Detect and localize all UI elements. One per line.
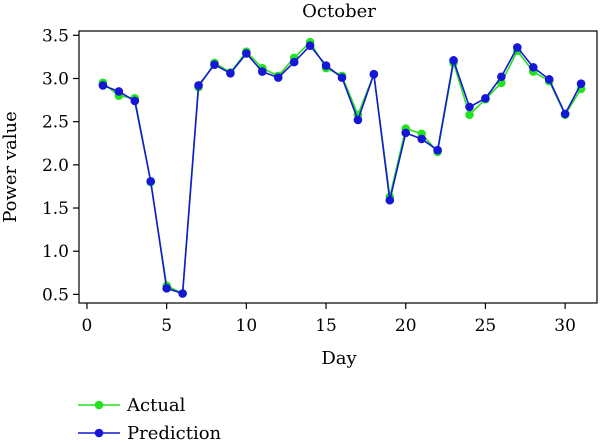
data-point-prediction	[433, 145, 442, 155]
data-point-prediction	[114, 87, 124, 96]
data-point-prediction	[385, 195, 395, 205]
series-line-prediction	[102, 44, 582, 295]
plot-area-frame	[78, 30, 598, 304]
data-point-prediction	[98, 81, 108, 90]
series-prediction	[98, 41, 586, 298]
data-point-prediction	[130, 96, 140, 106]
data-point-prediction	[162, 284, 171, 293]
y-tick-label: 1.0	[42, 242, 69, 262]
data-point-prediction	[289, 57, 299, 67]
data-point-prediction	[497, 72, 506, 82]
data-point-prediction	[146, 176, 156, 186]
data-point-prediction	[257, 67, 267, 76]
x-axis-label: Day	[321, 348, 357, 369]
legend-label: Prediction	[127, 423, 222, 442]
data-point-prediction	[401, 128, 411, 138]
x-tick-label: 20	[395, 316, 417, 336]
data-point-prediction	[560, 109, 570, 119]
data-point-prediction	[576, 79, 586, 88]
y-tick-label: 2.0	[42, 156, 69, 176]
y-tick-label: 3.0	[42, 69, 69, 89]
data-point-prediction	[513, 43, 522, 52]
legend-marker	[94, 400, 104, 410]
data-point-prediction	[178, 289, 187, 298]
y-tick-label: 3.5	[42, 26, 69, 46]
x-axis-ticks: 0 5 10 15 20 25 30	[82, 303, 576, 336]
data-point-prediction	[194, 81, 203, 90]
y-tick-label: 1.5	[42, 199, 69, 219]
y-axis-ticks: 0.5 1.0 1.5 2.0 2.5 3.0 3.5	[42, 26, 79, 305]
data-point-prediction	[305, 41, 315, 50]
legend-marker	[94, 428, 104, 438]
data-point-prediction	[242, 49, 251, 58]
x-tick-label: 25	[475, 316, 497, 336]
data-point-prediction	[210, 60, 219, 69]
data-point-prediction	[353, 115, 363, 125]
data-point-prediction	[337, 73, 347, 82]
series-layer	[98, 37, 586, 298]
legend-item-actual: Actual	[78, 395, 186, 416]
data-point-prediction	[465, 102, 474, 112]
data-point-actual	[465, 110, 474, 120]
legend: Actual Prediction	[78, 395, 222, 442]
data-point-prediction	[321, 61, 331, 70]
data-point-prediction	[449, 56, 458, 65]
data-point-prediction	[369, 69, 379, 79]
legend-label: Actual	[126, 395, 186, 416]
y-tick-label: 0.5	[42, 285, 69, 305]
data-point-prediction	[528, 62, 538, 72]
chart-title: October	[302, 1, 376, 22]
data-point-prediction	[226, 69, 235, 78]
legend-item-prediction: Prediction	[78, 423, 222, 442]
x-tick-label: 0	[82, 316, 93, 336]
x-tick-label: 5	[161, 316, 172, 336]
data-point-prediction	[481, 94, 490, 103]
x-tick-label: 30	[554, 316, 576, 336]
y-axis-label: Power value	[0, 111, 21, 223]
data-point-prediction	[544, 75, 554, 84]
y-tick-label: 2.5	[42, 113, 69, 133]
data-point-prediction	[273, 73, 283, 82]
data-point-prediction	[417, 134, 426, 144]
x-tick-label: 15	[315, 316, 337, 336]
x-tick-label: 10	[236, 316, 258, 336]
